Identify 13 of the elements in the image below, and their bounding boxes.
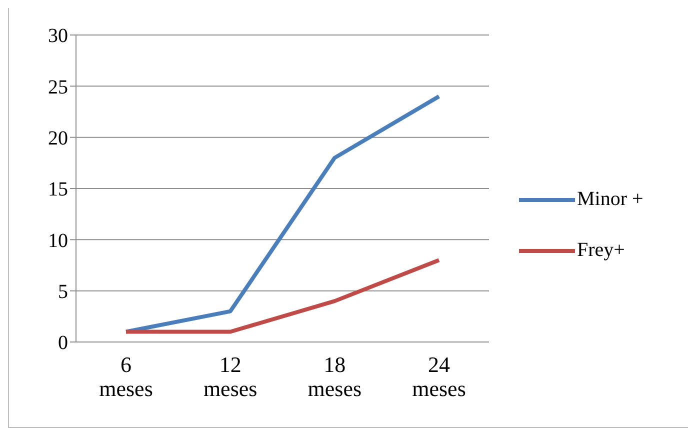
x-tick-label: 18 meses <box>308 352 362 401</box>
x-tick-label: 12 meses <box>203 352 258 401</box>
y-tick-label: 10 <box>48 230 68 252</box>
y-tick-label: 25 <box>48 76 68 98</box>
y-tick-label: 20 <box>48 127 68 150</box>
y-tick-label: 0 <box>58 332 68 354</box>
x-tick-label: 24 meses <box>412 352 466 401</box>
y-tick-label: 30 <box>48 25 68 48</box>
y-tick-label: 5 <box>58 280 68 303</box>
y-tick-label: 15 <box>48 178 68 201</box>
legend-label: Minor + <box>577 188 644 211</box>
legend-label: Frey+ <box>577 239 625 262</box>
x-tick-label: 6 meses <box>99 352 153 401</box>
